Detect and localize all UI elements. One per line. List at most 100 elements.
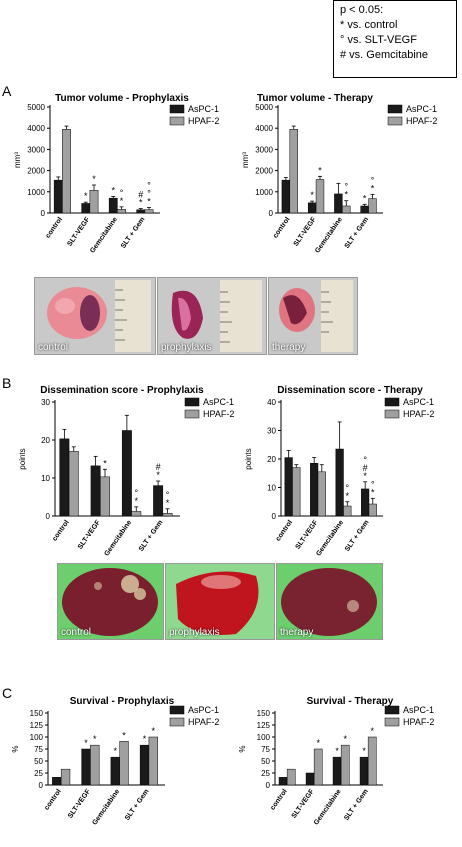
y-tick-label: 150 bbox=[30, 709, 44, 718]
significance-mark: ° bbox=[371, 175, 375, 185]
y-axis-label: points bbox=[18, 448, 27, 469]
significance-mark: * bbox=[318, 165, 322, 175]
y-tick-label: 25 bbox=[34, 769, 43, 778]
y-axis-label: % bbox=[11, 745, 20, 752]
photo-caption: therapy bbox=[272, 342, 306, 353]
y-tick-label: 4000 bbox=[255, 124, 273, 133]
significance-mark: * bbox=[343, 734, 347, 744]
significance-mark: ° bbox=[371, 479, 375, 489]
significance-mark: * bbox=[166, 498, 170, 508]
tumor-photo-prophylaxis: prophylaxis bbox=[157, 277, 267, 355]
bar bbox=[360, 205, 369, 214]
liver-photo-control: control bbox=[57, 563, 164, 640]
legend-swatch bbox=[169, 104, 185, 114]
significance-mark: # bbox=[363, 463, 368, 473]
bar bbox=[281, 179, 291, 214]
bar bbox=[52, 777, 62, 786]
y-tick-label: 1000 bbox=[255, 188, 273, 197]
bar bbox=[117, 209, 126, 214]
y-tick-label: 0 bbox=[269, 209, 274, 218]
legend-label: AsPC-1 bbox=[403, 705, 434, 715]
y-tick-label: 0 bbox=[46, 512, 51, 521]
significance-mark: ° bbox=[345, 483, 349, 493]
y-tick-label: 5000 bbox=[27, 103, 45, 112]
legend-swatch bbox=[384, 397, 400, 407]
legend-label: AsPC-1 bbox=[403, 397, 434, 407]
bar bbox=[100, 476, 110, 517]
bar bbox=[307, 202, 317, 214]
significance-mark: * bbox=[147, 196, 151, 206]
liver-photo-prophylaxis: prophylaxis bbox=[165, 563, 275, 640]
panel-label-c: C bbox=[2, 685, 13, 701]
legend-swatch bbox=[387, 116, 403, 126]
significance-mark: * bbox=[370, 726, 374, 736]
significance-mark: * bbox=[310, 190, 314, 200]
legend-swatch bbox=[384, 409, 400, 419]
legend-swatch bbox=[387, 104, 403, 114]
tumor-photo-control: control bbox=[34, 277, 156, 355]
panel-label-b: B bbox=[2, 375, 12, 391]
bar bbox=[90, 744, 100, 786]
bar bbox=[53, 179, 63, 214]
y-tick-label: 30 bbox=[267, 427, 276, 436]
significance-mark: # bbox=[156, 462, 161, 472]
chart-title: Dissemination score - Therapy bbox=[277, 385, 423, 396]
legend-label: HPAF-2 bbox=[403, 409, 434, 419]
photo-caption: therapy bbox=[280, 627, 314, 638]
x-tick-label: Gemcitabine bbox=[91, 788, 121, 827]
y-tick-label: 75 bbox=[34, 745, 43, 754]
legend-label: AsPC-1 bbox=[188, 705, 219, 715]
significance-mark: * bbox=[363, 471, 367, 481]
y-axis-label: mm³ bbox=[13, 152, 22, 168]
bar bbox=[119, 741, 129, 786]
y-tick-label: 150 bbox=[257, 709, 271, 718]
legend-swatch bbox=[169, 717, 185, 727]
significance-mark: * bbox=[335, 746, 339, 756]
x-tick-label: control bbox=[45, 216, 64, 239]
bar bbox=[131, 511, 142, 517]
x-tick-label: SLT + Gem bbox=[124, 788, 151, 822]
x-tick-label: control bbox=[272, 216, 291, 239]
bar bbox=[332, 756, 342, 786]
y-tick-label: 3000 bbox=[27, 145, 45, 154]
bar bbox=[278, 777, 288, 786]
legend-swatch bbox=[169, 705, 185, 715]
bar bbox=[62, 129, 71, 214]
legend-label: HPAF-2 bbox=[403, 717, 434, 727]
bar bbox=[289, 129, 298, 214]
bar bbox=[136, 209, 146, 214]
y-tick-label: 4000 bbox=[27, 124, 45, 133]
x-tick-label: SLT-VEGF bbox=[66, 216, 91, 248]
significance-mark: * bbox=[84, 738, 88, 748]
chart-title: Dissemination score - Prophylaxis bbox=[40, 385, 204, 396]
legend-swatch bbox=[169, 116, 185, 126]
bar bbox=[359, 756, 369, 786]
bar bbox=[144, 209, 154, 214]
significance-legend-line: # vs. Gemcitabine bbox=[340, 49, 429, 61]
x-tick-label: SLT + Gem bbox=[343, 788, 370, 822]
significance-mark: # bbox=[138, 190, 143, 200]
bar bbox=[162, 513, 173, 517]
bar bbox=[89, 190, 99, 214]
significance-mark: * bbox=[344, 190, 348, 200]
significance-legend: p < 0.05: * vs. control ° vs. SLT-VEGF #… bbox=[333, 0, 457, 78]
y-tick-label: 2000 bbox=[27, 167, 45, 176]
bar bbox=[121, 430, 132, 517]
significance-mark: ° bbox=[166, 490, 170, 500]
x-tick-label: SLT + Gem bbox=[344, 519, 371, 553]
significance-legend-line: * vs. control bbox=[340, 19, 398, 31]
bar bbox=[368, 503, 377, 517]
y-axis-label: % bbox=[238, 745, 247, 752]
significance-mark: * bbox=[362, 746, 366, 756]
legend-label: AsPC-1 bbox=[406, 104, 437, 114]
significance-mark: ° bbox=[147, 180, 151, 190]
x-tick-label: Gemcitabine bbox=[315, 519, 345, 558]
legend-swatch bbox=[184, 397, 200, 407]
bar bbox=[310, 463, 319, 517]
panel-label-a: A bbox=[2, 83, 12, 99]
bar bbox=[68, 451, 79, 517]
significance-mark: * bbox=[371, 183, 375, 193]
significance-legend-line: ° vs. SLT-VEGF bbox=[340, 34, 417, 46]
y-tick-label: 50 bbox=[34, 757, 43, 766]
